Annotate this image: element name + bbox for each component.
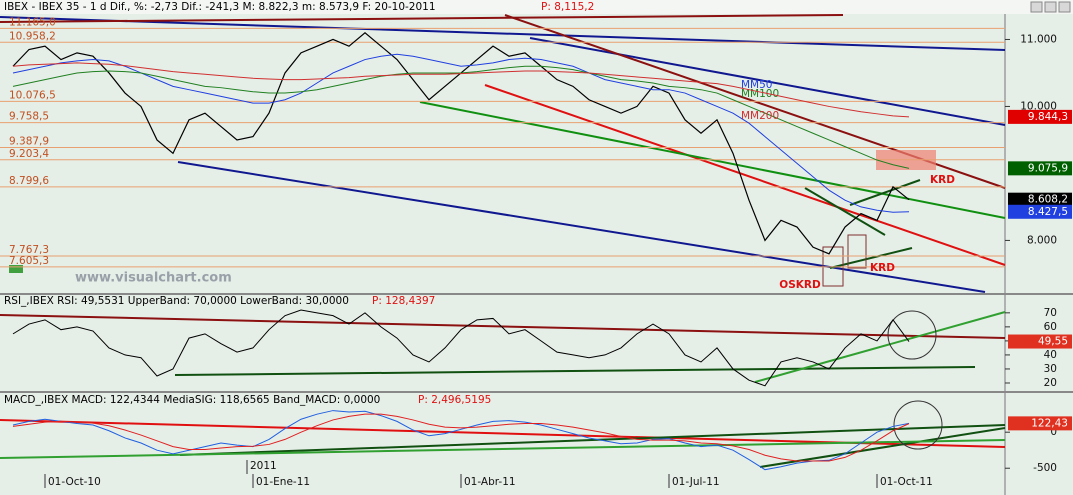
x-tick-label: 01-Oct-10	[48, 476, 101, 488]
panel-header: MACD_,IBEX MACD: 122,4344 MediaSIG: 118,…	[4, 394, 380, 406]
value-box	[1008, 161, 1072, 176]
y-tick-label: 30	[1044, 363, 1057, 375]
maximize-button[interactable]	[1044, 1, 1057, 13]
annotation: OSKRD	[779, 279, 821, 291]
level-label: 9.387,9	[9, 135, 49, 147]
x-tick-label: 01-Abr-11	[464, 476, 516, 488]
panel-header-extra: P: 8,115,2	[541, 1, 594, 13]
x-tick-label: 01-Jul-11	[672, 476, 720, 488]
trend-line	[0, 14, 844, 23]
title-bar	[0, 0, 1073, 14]
series-line	[12, 62, 910, 118]
level-label: 9.203,4	[9, 148, 49, 160]
minimize-button[interactable]	[1030, 1, 1043, 13]
trend-line	[179, 424, 1006, 456]
value-box	[1008, 416, 1072, 431]
value-box	[1008, 109, 1072, 124]
level-label: 9.758,5	[9, 111, 49, 123]
trend-line	[754, 311, 1006, 383]
annotation: KRD	[870, 262, 895, 274]
legend-label: MM200	[741, 110, 779, 122]
annotation: KRD	[930, 174, 955, 186]
trend-line	[849, 179, 921, 206]
level-label: 10.958,2	[9, 30, 56, 42]
level-label: 10.076,5	[9, 89, 56, 101]
trend-line	[0, 439, 1006, 459]
trend-line	[759, 427, 1006, 468]
value-box	[1008, 204, 1072, 219]
y-tick-label: 0	[1050, 426, 1057, 438]
watermark-icon	[9, 265, 23, 273]
y-tick-label: 20	[1044, 377, 1057, 389]
level-label: 7.767,3	[9, 244, 49, 256]
value-box-label: 49,55	[1038, 336, 1068, 348]
x-tick-label: 01-Ene-11	[256, 476, 310, 488]
close-button[interactable]	[1058, 1, 1071, 13]
year-label: 2011	[250, 460, 277, 472]
level-label: 8.799,6	[9, 175, 49, 187]
trend-line	[177, 161, 986, 293]
value-box-label: 122,43	[1031, 417, 1068, 429]
trend-line	[529, 37, 1006, 126]
series-line	[12, 309, 910, 387]
panel-header: IBEX - IBEX 35 - 1 d Dif., %: -2,73 Dif.…	[4, 1, 436, 13]
series-line	[12, 410, 910, 471]
window-buttons[interactable]	[1030, 1, 1071, 13]
panel-header-extra: P: 2,496,5195	[418, 394, 491, 406]
y-tick-label: 8.000	[1027, 234, 1057, 246]
y-tick-label: 10.000	[1020, 100, 1057, 112]
y-tick-label: -500	[1033, 462, 1057, 474]
series-line	[12, 53, 910, 213]
trend-line	[484, 84, 1006, 266]
y-tick-label: 40	[1044, 349, 1057, 361]
legend-label: MM50	[741, 79, 772, 91]
y-tick-label: 60	[1044, 321, 1057, 333]
x-tick-label: 01-Oct-11	[880, 476, 933, 488]
series-line	[12, 413, 910, 462]
trend-line	[174, 366, 976, 376]
highlight-circle	[893, 400, 943, 450]
trend-line	[0, 16, 1006, 51]
trend-line	[804, 187, 886, 236]
highlight-circle	[887, 310, 937, 360]
level-label: 7.605,3	[9, 255, 49, 267]
legend-label: MM100	[741, 88, 779, 100]
value-box-label: 8.427,5	[1028, 206, 1068, 218]
level-label: 11.165,0	[9, 16, 56, 28]
value-box-label: 9.844,3	[1028, 111, 1068, 123]
y-tick-label: 70	[1044, 307, 1057, 319]
panel-header-extra: P: 128,4397	[372, 295, 435, 307]
trend-line	[0, 314, 1006, 339]
watermark: www.visualchart.com	[75, 271, 232, 286]
value-box-label: 8.608,2	[1028, 194, 1068, 206]
trend-line	[829, 247, 913, 269]
value-box-label: 9.075,9	[1028, 162, 1068, 174]
pattern-box	[847, 234, 867, 269]
series-line	[12, 65, 910, 169]
value-box	[1008, 334, 1072, 349]
value-box	[1008, 192, 1072, 207]
y-tick-label: 11.000	[1020, 33, 1057, 45]
panel-header: RSI_,IBEX RSI: 49,5531 UpperBand: 70,000…	[4, 295, 349, 307]
